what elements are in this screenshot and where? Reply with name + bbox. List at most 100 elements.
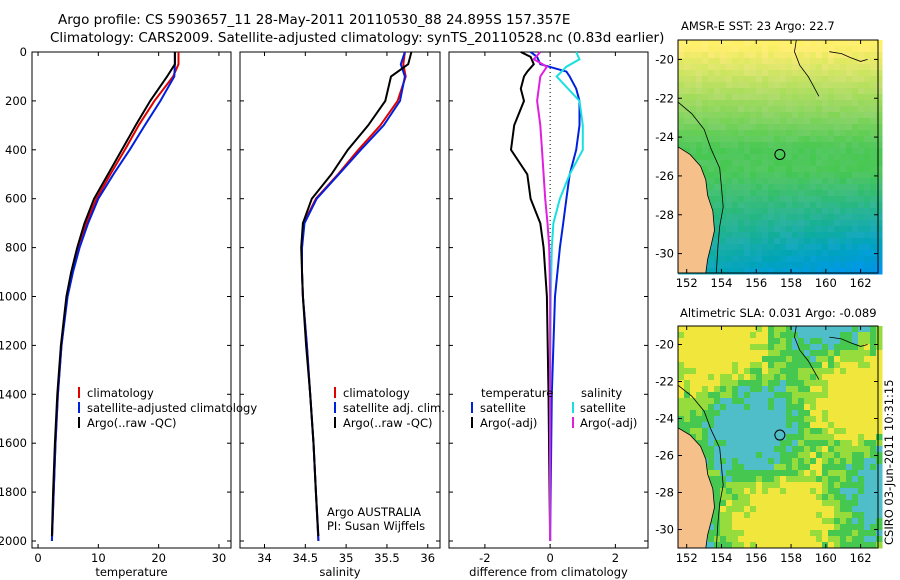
map-cell [876, 494, 883, 501]
map-cell [780, 494, 787, 501]
map-cell [726, 76, 733, 83]
map-cell [690, 130, 697, 137]
map-cell [714, 238, 721, 245]
map-cell [792, 404, 799, 411]
map-cell [762, 226, 769, 233]
map-cell [816, 500, 823, 507]
map-cell [774, 40, 781, 47]
x-tick-label: 20 [151, 551, 166, 565]
map-cell [768, 440, 775, 447]
map-cell [804, 374, 811, 381]
map-cell [690, 148, 697, 155]
map-cell [876, 172, 883, 179]
map-cell [714, 214, 721, 221]
map-cell [780, 356, 787, 363]
map-cell [762, 46, 769, 53]
map-cell [762, 58, 769, 65]
map-cell [696, 422, 703, 429]
map-cell [810, 118, 817, 125]
map-cell [840, 464, 847, 471]
map-cell [834, 512, 841, 519]
map-cell [744, 220, 751, 227]
map-cell [720, 58, 727, 65]
map-cell [762, 332, 769, 339]
map-cell [822, 530, 829, 537]
map-cell [762, 94, 769, 101]
map-cell [732, 542, 739, 549]
map-cell [696, 124, 703, 131]
map-cell [810, 542, 817, 549]
map-cell [870, 380, 877, 387]
map-cell [762, 392, 769, 399]
map-cell [810, 160, 817, 167]
map-cell [792, 148, 799, 155]
map-cell [876, 392, 883, 399]
map-cell [690, 374, 697, 381]
map-cell [744, 172, 751, 179]
map-cell [792, 178, 799, 185]
map-cell [828, 64, 835, 71]
x-tick-label: -2 [479, 551, 490, 565]
map-cell [804, 136, 811, 143]
map-cell [804, 446, 811, 453]
map-cell [678, 362, 685, 369]
map-cell [756, 446, 763, 453]
map-cell [822, 208, 829, 215]
map-cell [696, 398, 703, 405]
map-cell [792, 512, 799, 519]
map-cell [738, 518, 745, 525]
map-cell [870, 368, 877, 375]
map-cell [702, 392, 709, 399]
map-cell [744, 518, 751, 525]
map-cell [744, 446, 751, 453]
map-cell [684, 374, 691, 381]
map-cell [768, 530, 775, 537]
map-cell [702, 422, 709, 429]
map-cell [834, 190, 841, 197]
y-tick-label: 1400 [0, 387, 27, 401]
map-cell [804, 124, 811, 131]
map-cell [870, 100, 877, 107]
map-cell [750, 130, 757, 137]
map-cell [696, 440, 703, 447]
map-cell [870, 518, 877, 525]
map-cell [732, 380, 739, 387]
map-cell [696, 410, 703, 417]
y-tick-label: -28 [655, 208, 674, 222]
map-cell [762, 536, 769, 543]
map-cell [822, 196, 829, 203]
map-cell [828, 530, 835, 537]
map-cell [762, 100, 769, 107]
map-cell [756, 202, 763, 209]
map-cell [774, 154, 781, 161]
map-cell [744, 40, 751, 47]
map-cell [726, 422, 733, 429]
map-cell [714, 166, 721, 173]
map-cell [870, 422, 877, 429]
map-cell [834, 506, 841, 513]
map-cell [780, 184, 787, 191]
map-cell [864, 196, 871, 203]
map-cell [792, 506, 799, 513]
map-cell [858, 256, 865, 263]
map-cell [828, 178, 835, 185]
map-cell [864, 536, 871, 543]
map-cell [804, 536, 811, 543]
map-cell [696, 332, 703, 339]
map-cell [678, 416, 685, 423]
map-cell [870, 268, 877, 275]
map-cell [732, 82, 739, 89]
map-cell [768, 476, 775, 483]
map-cell [732, 326, 739, 333]
map-cell [720, 46, 727, 53]
map-cell [798, 268, 805, 275]
sst-map-title: AMSR-E SST: 23 Argo: 22.7 [681, 19, 835, 33]
map-cell [798, 58, 805, 65]
map-cell [756, 124, 763, 131]
map-cell [828, 368, 835, 375]
map-cell [834, 256, 841, 263]
map-cell [714, 524, 721, 531]
map-cell [786, 88, 793, 95]
map-cell [876, 40, 883, 47]
map-cell [714, 88, 721, 95]
